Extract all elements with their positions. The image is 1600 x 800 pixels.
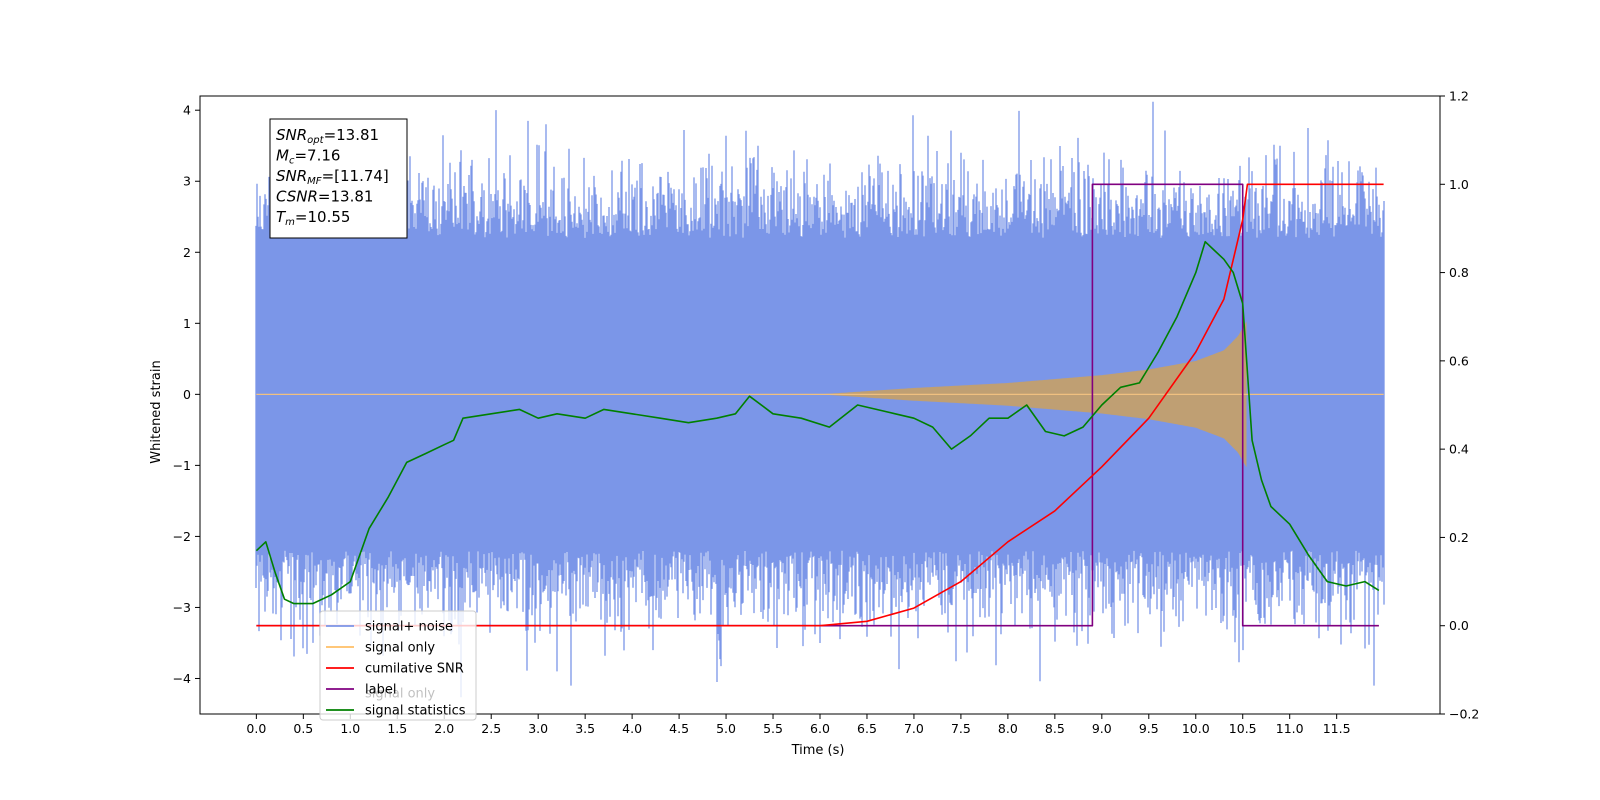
y-tick-label: −2 [173, 529, 191, 544]
x-tick-label: 9.0 [1092, 721, 1112, 736]
x-tick-label: 9.5 [1139, 721, 1159, 736]
x-tick-label: 10.5 [1229, 721, 1257, 736]
y2-tick-label: 1.0 [1449, 177, 1469, 192]
series-signal-statistics [255, 240, 1380, 605]
annotation-line: CSNR=13.81 [276, 188, 373, 206]
annotation-box: SNRopt=13.81Mc=7.16SNRMF=[11.74]CSNR=13.… [269, 118, 408, 239]
legend-entry: signal only [365, 641, 435, 656]
series-lines [255, 183, 1384, 627]
y-axis-right: 1.2 1.0 0.8 0.6 0.4 0.2 0.0 −0.2 [1440, 89, 1479, 722]
y-tick-label: −3 [173, 600, 191, 615]
legend-entry: signal+ noise [365, 620, 453, 635]
y-tick-label: 2 [183, 245, 191, 260]
legend-entry: cumilative SNR [365, 662, 464, 677]
annotation-line: Mc=7.16 [276, 147, 340, 167]
legend-overlap-text: signal only [365, 687, 435, 702]
series-label [256, 183, 1379, 627]
y2-tick-label: −0.2 [1449, 707, 1479, 722]
x-tick-label: 4.0 [622, 721, 642, 736]
x-tick-label: 11.0 [1276, 721, 1304, 736]
legend: signal+ noise signal only cumilative SNR la… [319, 610, 477, 721]
x-tick-label: 5.5 [763, 721, 783, 736]
y-axis-label: Whitened strain [149, 360, 164, 463]
series-signal-only [256, 321, 1384, 468]
x-tick-label: 6.5 [857, 721, 877, 736]
x-tick-label: 0.0 [246, 721, 266, 736]
x-tick-label: 0.5 [293, 721, 313, 736]
y2-tick-label: 0.0 [1449, 618, 1469, 633]
x-tick-label: 6.0 [810, 721, 830, 736]
y-tick-label: −4 [173, 671, 191, 686]
x-tick-label: 11.5 [1323, 721, 1351, 736]
x-tick-label: 2.5 [481, 721, 501, 736]
y2-tick-label: 0.6 [1449, 353, 1469, 368]
legend-entry: label [365, 683, 396, 698]
y-tick-label: −1 [173, 458, 191, 473]
annotation-line: Tm=10.55 [276, 208, 350, 228]
legend-entry: signal statistics [365, 704, 466, 719]
x-tick-label: 7.5 [951, 721, 971, 736]
x-tick-label: 5.0 [716, 721, 736, 736]
annotation-line: SNRopt=13.81 [276, 126, 379, 146]
y2-tick-label: 0.8 [1449, 265, 1469, 280]
y-tick-label: 0 [183, 387, 191, 402]
y-axis-left: 4 3 2 1 0 −1 −2 −3 −4 [173, 103, 200, 686]
x-tick-label: 10.0 [1182, 721, 1210, 736]
y-tick-label: 1 [183, 316, 191, 331]
x-tick-label: 1.0 [340, 721, 360, 736]
x-tick-label: 7.0 [904, 721, 924, 736]
x-tick-label: 3.0 [528, 721, 548, 736]
annotation-line: SNRMF=[11.74] [276, 167, 389, 187]
y2-tick-label: 0.4 [1449, 442, 1469, 457]
y2-tick-label: 0.2 [1449, 530, 1469, 545]
x-tick-label: 8.0 [998, 721, 1018, 736]
x-tick-label: 3.5 [575, 721, 595, 736]
x-tick-label: 4.5 [669, 721, 689, 736]
x-tick-label: 2.0 [434, 721, 454, 736]
x-tick-label: 8.5 [1045, 721, 1065, 736]
y2-tick-label: 1.2 [1449, 89, 1469, 104]
y-tick-label: 4 [183, 103, 191, 118]
x-axis-label: Time (s) [791, 743, 845, 758]
y-tick-label: 3 [183, 174, 191, 189]
x-tick-label: 1.5 [387, 721, 407, 736]
series-cumulative-snr [256, 183, 1384, 627]
